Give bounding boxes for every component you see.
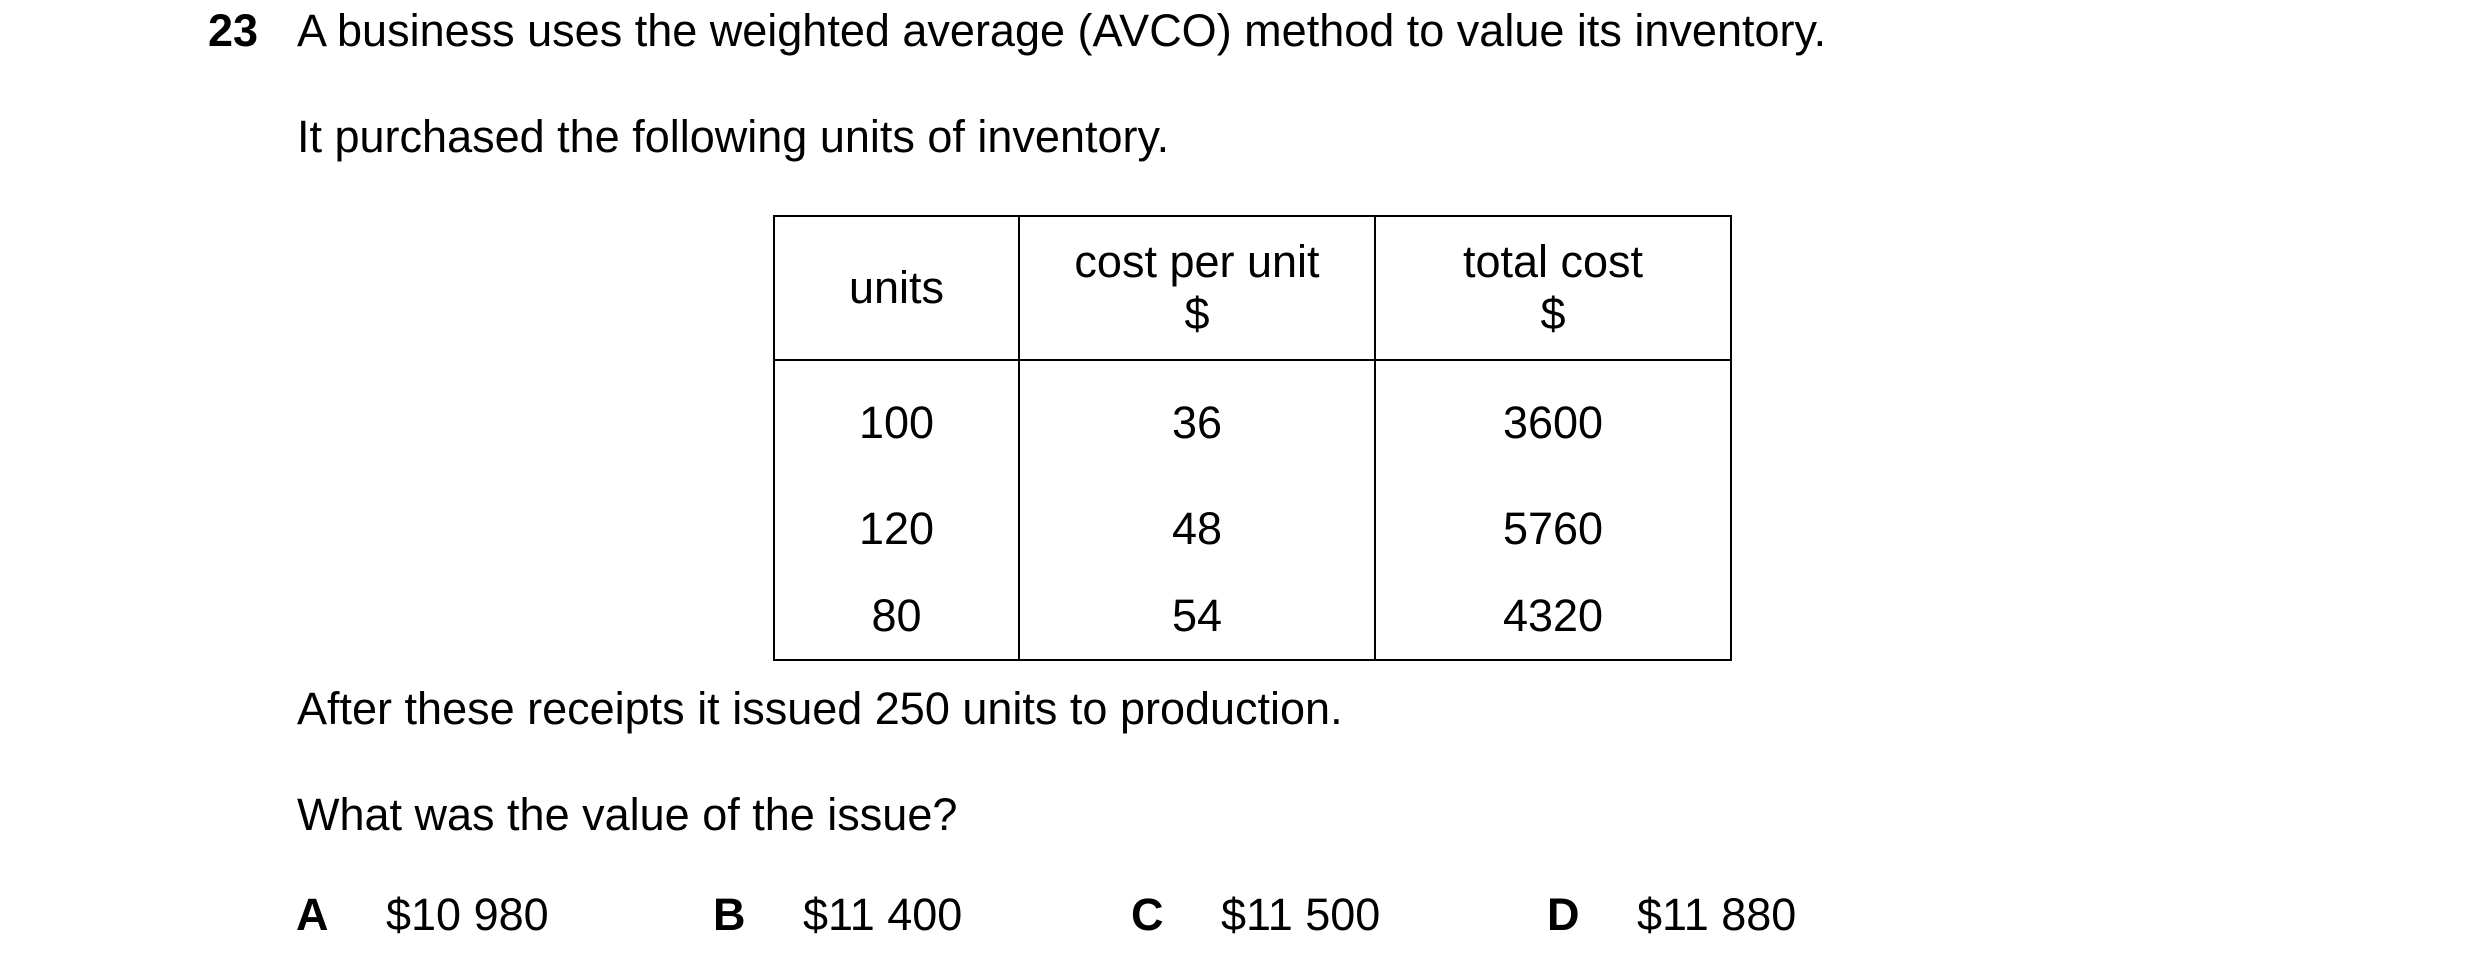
- cell-total-cost: 4320: [1374, 573, 1732, 661]
- option-d-value: $11 880: [1637, 889, 1797, 940]
- option-b-letter: B: [713, 889, 746, 940]
- option-c-letter: C: [1131, 889, 1164, 940]
- header-cost-per-unit-label: cost per unit: [1074, 236, 1320, 287]
- header-total-cost: total cost $: [1374, 215, 1732, 361]
- option-b-value: $11 400: [803, 889, 963, 940]
- question-number: 23: [208, 5, 259, 56]
- table-header-row: units cost per unit $ total cost $: [773, 215, 1732, 361]
- option-d-letter: D: [1547, 889, 1580, 940]
- header-units: units: [773, 215, 1020, 361]
- answer-options: A $10 980 B $11 400 C $11 500 D $11 880: [0, 884, 2480, 946]
- cell-cost-per-unit: 48: [1018, 485, 1376, 573]
- header-total-cost-currency: $: [1540, 288, 1566, 339]
- option-c-value: $11 500: [1221, 889, 1381, 940]
- option-a-value: $10 980: [386, 889, 549, 940]
- header-cost-per-unit: cost per unit $: [1018, 215, 1376, 361]
- question-stem: A business uses the weighted average (AV…: [297, 5, 1827, 56]
- table-row: 120 48 5760: [773, 485, 1732, 573]
- cell-total-cost: 5760: [1374, 485, 1732, 573]
- question-prompt: What was the value of the issue?: [297, 789, 958, 840]
- option-a-letter: A: [296, 889, 329, 940]
- header-total-cost-label: total cost: [1462, 236, 1644, 287]
- inventory-table: units cost per unit $ total cost $ 100 3…: [773, 215, 1732, 661]
- header-cost-per-unit-currency: $: [1184, 288, 1210, 339]
- question-intro: It purchased the following units of inve…: [297, 111, 1170, 162]
- cell-total-cost: 3600: [1374, 360, 1732, 485]
- cell-units: 120: [773, 485, 1020, 573]
- header-units-label: units: [848, 262, 945, 313]
- table-row: 80 54 4320: [773, 573, 1732, 661]
- cell-units: 80: [773, 573, 1020, 661]
- table-row: 100 36 3600: [773, 360, 1732, 485]
- after-table-text: After these receipts it issued 250 units…: [297, 683, 1343, 734]
- cell-cost-per-unit: 54: [1018, 573, 1376, 661]
- cell-units: 100: [773, 360, 1020, 485]
- cell-cost-per-unit: 36: [1018, 360, 1376, 485]
